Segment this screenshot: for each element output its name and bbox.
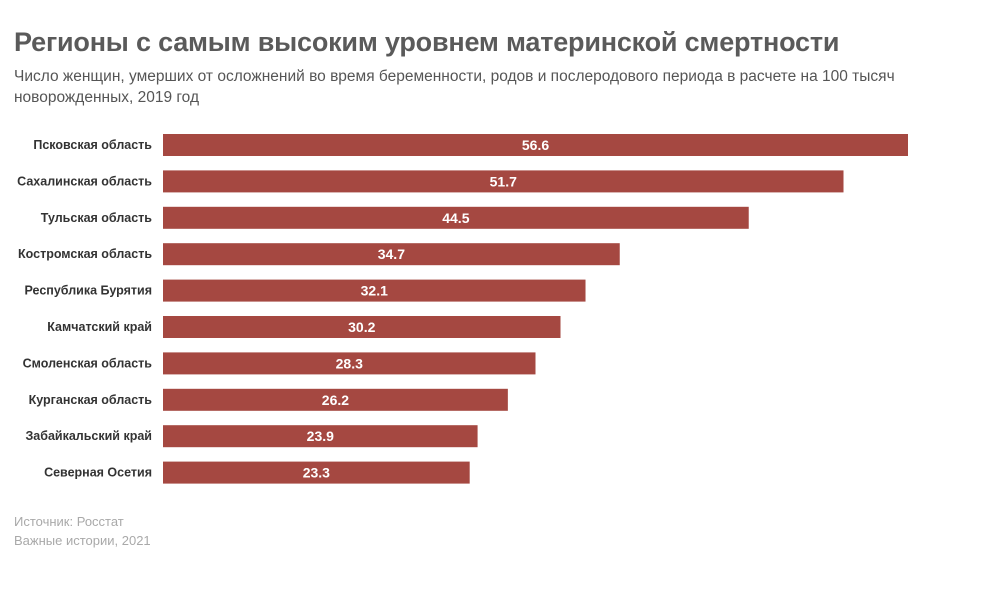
category-label: Республика Бурятия xyxy=(25,284,152,298)
bar-value-label: 23.3 xyxy=(303,465,330,481)
bar xyxy=(163,316,561,338)
bar-value-label: 56.6 xyxy=(522,137,549,153)
bar xyxy=(163,388,508,411)
bar xyxy=(163,206,749,229)
bar-value-label: 23.9 xyxy=(307,428,334,444)
bar-chart: Псковская область 56.6 Сахалинская область… xyxy=(0,120,1007,500)
bar xyxy=(163,461,470,484)
bar xyxy=(163,134,908,156)
category-label: Сахалинская область xyxy=(17,174,152,188)
bar-value-label: 26.2 xyxy=(322,392,349,408)
category-label: Смоленская область xyxy=(23,356,153,370)
category-label: Тульская область xyxy=(41,211,153,225)
bar-value-label: 28.3 xyxy=(336,355,363,371)
credit-note: Важные истории, 2021 xyxy=(14,533,151,548)
category-label: Костромская область xyxy=(18,247,152,261)
category-label: Камчатский край xyxy=(47,320,152,334)
bar xyxy=(163,170,844,193)
bar xyxy=(163,279,586,302)
bar-value-label: 34.7 xyxy=(378,246,405,262)
category-label: Курганская область xyxy=(29,393,153,407)
source-note: Источник: Росстат xyxy=(14,514,124,529)
bar xyxy=(163,352,536,375)
bar-value-label: 32.1 xyxy=(361,283,388,299)
chart-subtitle: Число женщин, умерших от осложнений во в… xyxy=(14,68,895,106)
bar xyxy=(163,425,478,448)
category-label: Забайкальский край xyxy=(25,429,152,443)
bar-value-label: 44.5 xyxy=(442,210,469,226)
category-label: Северная Осетия xyxy=(44,466,152,480)
bar-value-label: 30.2 xyxy=(348,319,375,335)
category-label: Псковская область xyxy=(33,138,152,152)
bar xyxy=(163,243,620,266)
chart-title: Регионы с самым высоким уровнем материнс… xyxy=(14,27,840,57)
bar-chart-svg: Псковская область 56.6 Сахалинская область… xyxy=(17,134,908,484)
bar-value-label: 51.7 xyxy=(490,173,517,189)
